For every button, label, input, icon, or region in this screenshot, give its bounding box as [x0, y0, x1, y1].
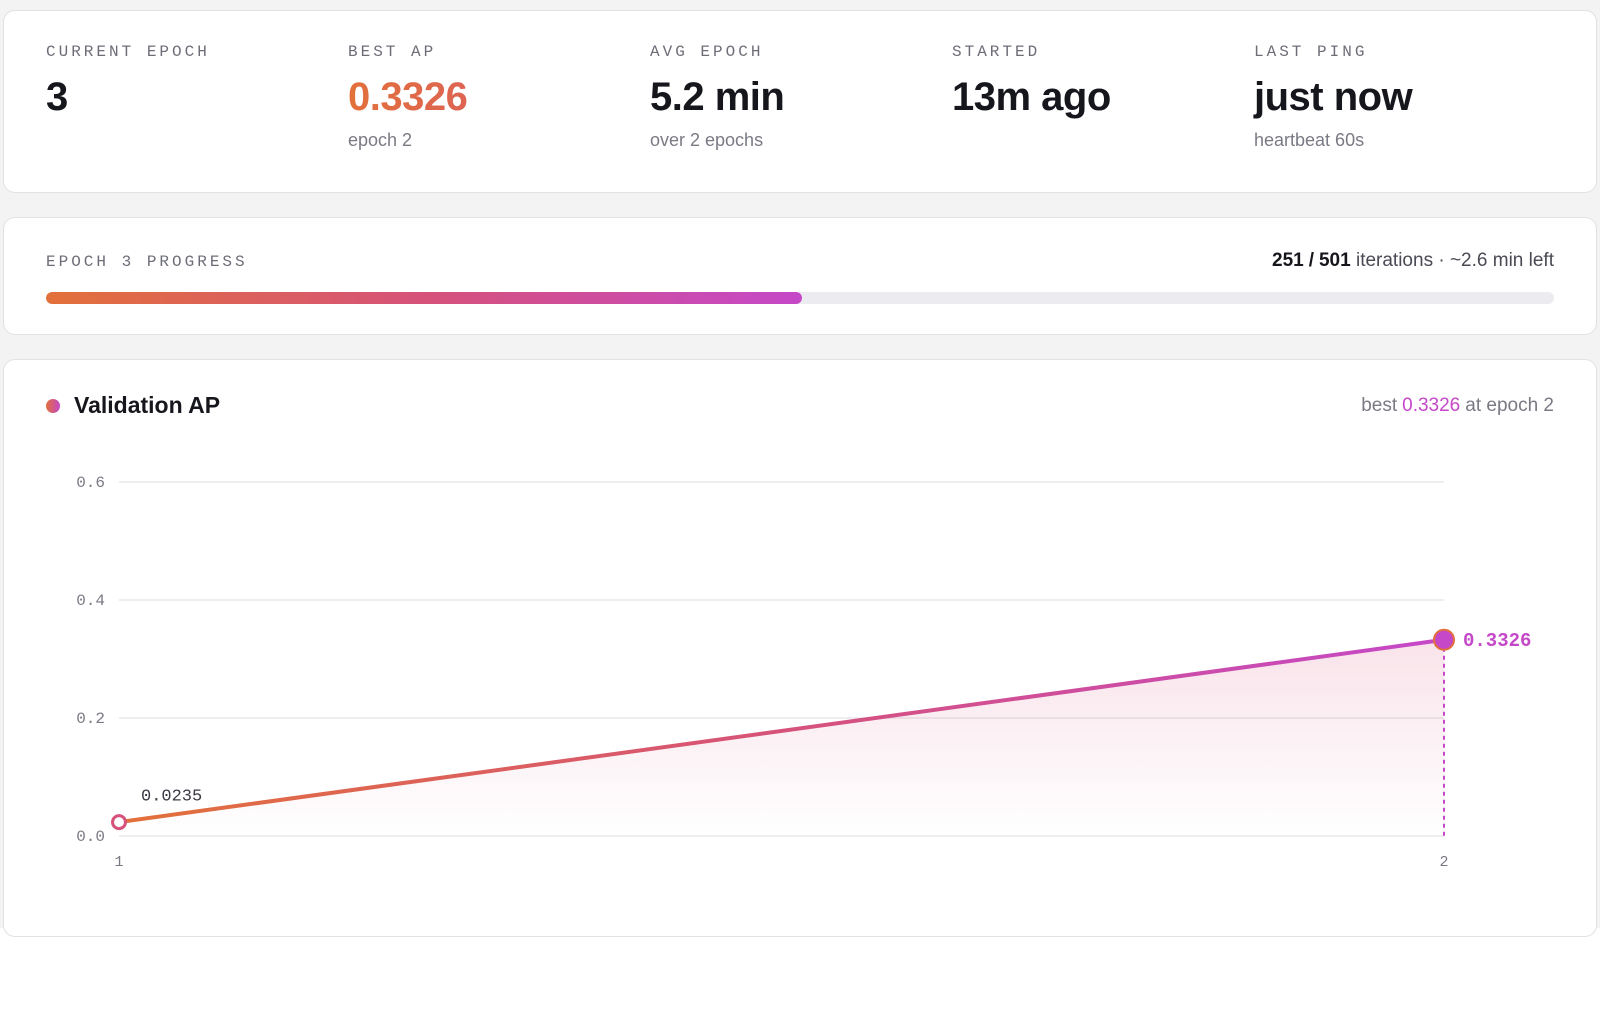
stat-label: BEST AP [348, 43, 437, 61]
stat: BEST AP 0.3326 epoch 2 [348, 43, 650, 192]
x-tick-label: 2 [1439, 854, 1448, 871]
x-tick-label: 1 [114, 854, 123, 871]
best-note: best 0.3326 at epoch 2 [1361, 395, 1554, 417]
stat: AVG EPOCH 5.2 min over 2 epochs [650, 43, 952, 192]
stats-card: CURRENT EPOCH 3 BEST AP 0.3326 epoch 2 AVG EP… [3, 10, 1597, 193]
chart-header: Validation AP best 0.3326 at epoch 2 [46, 392, 1554, 419]
progress-unit: iterations [1355, 250, 1434, 271]
stat-sub: over 2 epochs [650, 130, 764, 150]
data-label: 0.0235 [141, 788, 202, 807]
progress-text: 251/501 iterations · ~2.6 min left [1272, 250, 1554, 272]
note-value: 0.3326 [1402, 394, 1461, 416]
dashboard: CURRENT EPOCH 3 BEST AP 0.3326 epoch 2 AVG EP… [0, 0, 1600, 937]
stat-value: just now [1254, 75, 1413, 119]
note-suffix: at epoch 2 [1465, 394, 1554, 416]
progress-label: EPOCH 3 PROGRESS [46, 253, 248, 271]
legend: Validation AP [46, 392, 220, 419]
area [119, 639, 1444, 836]
progress-done: 251 [1272, 250, 1304, 271]
stat-sub: epoch 2 [348, 130, 413, 150]
y-tick-label: 0.0 [76, 828, 105, 846]
stat-value: 0.3326 [348, 75, 650, 120]
stat: CURRENT EPOCH 3 [46, 43, 348, 192]
stat-sub: heartbeat 60s [1254, 130, 1365, 150]
stat-value: 5.2 min [650, 75, 785, 119]
y-tick-label: 0.2 [76, 710, 105, 728]
stat: LAST PING just now heartbeat 60s [1254, 43, 1556, 192]
progress-fill [46, 292, 802, 304]
point [111, 814, 127, 831]
stat-label: STARTED [952, 43, 1041, 61]
best-point [1433, 628, 1455, 651]
progress-eta: · ~2.6 min left [1438, 250, 1554, 271]
progress-separator: / [1308, 250, 1314, 271]
stat-value: 3 [46, 75, 68, 119]
legend-swatch [46, 398, 60, 413]
progress-total: 501 [1318, 250, 1351, 271]
chart: 0.0 0.2 0.4 0.6 1 2 0.0235 0.3326 [76, 474, 1531, 871]
stat: STARTED 13m ago [952, 43, 1254, 192]
stat-label: CURRENT EPOCH [46, 43, 210, 61]
note-prefix: best [1361, 394, 1398, 416]
stat-label: AVG EPOCH [650, 43, 764, 61]
chart-card: Validation AP best 0.3326 at epoch 2 0.0 0.… [3, 359, 1597, 937]
progress-card: EPOCH 3 PROGRESS 251/501 iterations · ~2… [3, 217, 1597, 335]
data-label: 0.3326 [1463, 630, 1531, 652]
y-tick-label: 0.6 [76, 474, 105, 492]
line [117, 637, 1446, 825]
stat-value: 13m ago [952, 75, 1111, 119]
progress-track [46, 292, 1554, 304]
progress-header: EPOCH 3 PROGRESS 251/501 iterations · ~2… [46, 250, 1554, 272]
stat-label: LAST PING [1254, 43, 1368, 61]
y-tick-label: 0.4 [76, 592, 105, 610]
legend-label: Validation AP [74, 392, 221, 418]
